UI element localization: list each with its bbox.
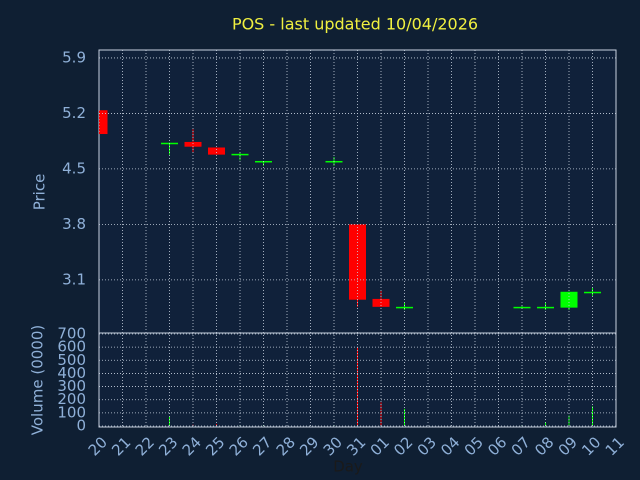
y-tick-label: 5.2 (62, 104, 86, 122)
volume-bar (380, 402, 382, 426)
volume-tick-label: 500 (57, 351, 86, 369)
volume-tick-label: 300 (57, 377, 86, 395)
x-tick-label: 30 (320, 433, 346, 459)
x-tick-label: 04 (437, 433, 463, 459)
volume-bar (568, 415, 570, 426)
volume-tick-label: 600 (57, 338, 86, 356)
y-tick-label: 5.9 (62, 48, 86, 66)
x-tick-label: 28 (273, 433, 299, 459)
volume-axis-label: Volume (0000) (29, 325, 47, 435)
volume-tick-label: 100 (57, 403, 86, 421)
x-tick-label: 23 (155, 433, 181, 459)
candle-body (537, 306, 554, 309)
x-axis-label: Day (333, 458, 363, 476)
candle-body (208, 147, 225, 155)
x-tick-label: 10 (578, 433, 604, 459)
y-axis-label: Price (31, 174, 49, 211)
x-tick-label: 22 (132, 433, 158, 459)
candle-body (349, 224, 366, 300)
candle-body (184, 141, 202, 147)
y-tick-label: 4.5 (62, 159, 86, 177)
x-tick-label: 21 (108, 433, 134, 459)
volume-tick-label: 400 (57, 364, 86, 382)
x-tick-label: 09 (555, 433, 581, 459)
candle-body (396, 306, 413, 309)
x-tick-label: 31 (343, 433, 369, 459)
x-tick-label: 11 (602, 433, 628, 459)
x-tick-label: 03 (414, 433, 440, 459)
x-tick-label: 25 (202, 433, 228, 459)
x-tick-label: 06 (484, 433, 510, 459)
volume-tick-label: 0 (76, 417, 86, 435)
x-tick-label: 07 (508, 433, 534, 459)
x-tick-label: 27 (249, 433, 275, 459)
x-tick-label: 08 (531, 433, 557, 459)
x-tick-label: 24 (179, 433, 205, 459)
x-tick-label: 20 (85, 433, 111, 459)
candle-body (99, 110, 108, 135)
x-tick-label: 26 (226, 433, 252, 459)
volume-tick-label: 200 (57, 390, 86, 408)
x-tick-label: 05 (461, 433, 487, 459)
candle-body (231, 153, 249, 156)
x-tick-label: 29 (296, 433, 322, 459)
x-tick-label: 02 (390, 433, 416, 459)
volume-tick-label: 700 (57, 325, 86, 343)
candle-body (513, 306, 531, 309)
volume-bar (404, 408, 405, 426)
volume-bar (169, 416, 170, 426)
y-tick-label: 3.1 (62, 270, 86, 288)
volume-bar (545, 422, 546, 426)
y-tick-label: 3.8 (62, 215, 86, 233)
chart-title: POS - last updated 10/04/2026 (232, 15, 478, 34)
x-tick-label: 01 (367, 433, 393, 459)
candle-body (584, 291, 601, 294)
